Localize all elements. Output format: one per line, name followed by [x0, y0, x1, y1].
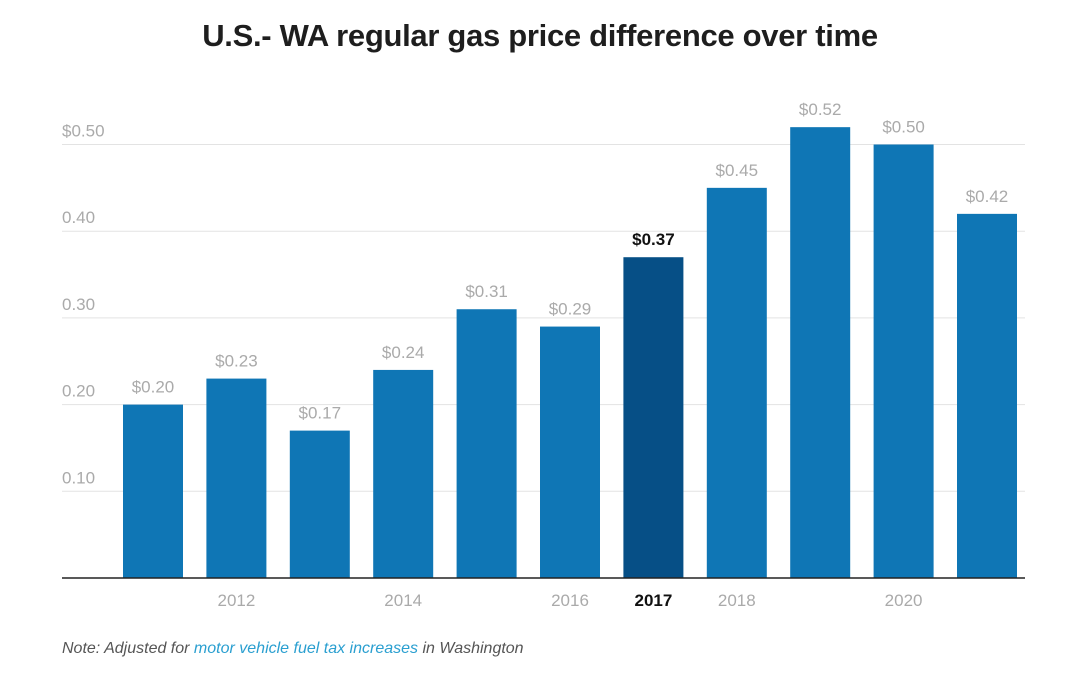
y-tick-label: 0.30 — [62, 295, 95, 314]
bar-value-label: $0.37 — [632, 230, 675, 249]
x-tick-label: 2020 — [885, 591, 923, 610]
x-tick-label: 2012 — [217, 591, 255, 610]
bar — [790, 127, 851, 578]
bar — [373, 369, 434, 578]
y-tick-label: 0.40 — [62, 208, 95, 227]
bar — [623, 257, 684, 578]
note-suffix: in Washington — [418, 640, 524, 657]
bar — [873, 144, 934, 578]
bar-value-label: $0.31 — [465, 282, 508, 301]
bar-value-label: $0.50 — [882, 118, 925, 137]
bar-value-label: $0.42 — [966, 187, 1009, 206]
bar-value-label: $0.45 — [716, 161, 759, 180]
y-tick-label: 0.20 — [62, 382, 95, 401]
bar-value-label: $0.29 — [549, 300, 592, 319]
bar-value-label: $0.20 — [132, 378, 175, 397]
x-tick-label: 2014 — [384, 591, 422, 610]
x-tick-label: 2016 — [551, 591, 589, 610]
bar — [957, 213, 1017, 579]
y-tick-label: $0.50 — [62, 122, 105, 141]
x-tick-label: 2018 — [718, 591, 756, 610]
bar — [206, 378, 267, 578]
chart-note: Note: Adjusted for motor vehicle fuel ta… — [62, 640, 524, 658]
fuel-tax-link[interactable]: motor vehicle fuel tax increases — [193, 640, 419, 657]
bar — [706, 187, 767, 578]
bar — [540, 326, 600, 578]
bar-value-label: $0.52 — [799, 100, 842, 119]
bar-chart: 0.10 0.20 0.30 0.40 $0.50 $0.20 $0.23 2012 $0.17… — [62, 100, 1025, 610]
x-tick-label: 2017 — [634, 591, 672, 610]
bar — [456, 309, 517, 578]
bar-value-label: $0.17 — [299, 404, 342, 423]
bar — [289, 430, 350, 578]
y-tick-label: 0.10 — [62, 468, 95, 487]
chart-title: U.S.- WA regular gas price difference ov… — [202, 18, 878, 53]
bar-value-label: $0.23 — [215, 352, 258, 371]
bar-value-label: $0.24 — [382, 343, 425, 362]
note-prefix: Note: Adjusted for — [62, 640, 194, 657]
bar — [123, 404, 183, 578]
